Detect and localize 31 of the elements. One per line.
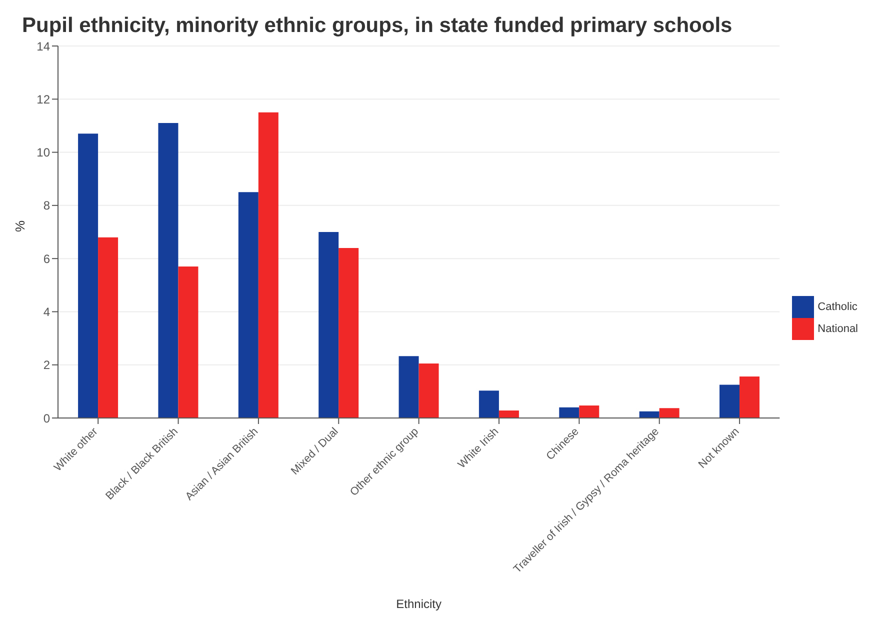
y-tick-label: 12 [36,92,50,106]
y-tick-label: 6 [43,252,50,266]
bar [579,406,600,418]
bar [478,390,499,418]
bar [158,123,178,418]
y-tick-label: 10 [36,146,50,160]
y-axis-title: % [12,220,28,232]
chart-title: Pupil ethnicity, minority ethnic groups, in state funded primary schools [22,14,732,38]
bar [418,364,439,418]
legend-label: National [818,322,858,335]
bar [740,376,760,418]
bar [258,112,278,418]
bar [559,407,580,418]
bar [659,408,680,418]
y-tick-label: 0 [43,411,50,426]
y-tick-label: 14 [36,39,50,54]
bar [178,266,198,418]
bar [338,248,359,418]
bar [98,237,118,418]
bar [498,410,519,418]
legend-label: Catholic [818,300,858,313]
bar [318,232,339,418]
bar [398,356,419,418]
bar [78,134,98,418]
bar [639,411,660,418]
y-tick-label: 8 [43,198,50,213]
bar [720,384,740,418]
y-tick-label: 2 [43,358,50,372]
y-tick-label: 4 [43,304,50,319]
x-axis-title: Ethnicity [396,597,442,611]
bar [238,192,258,418]
